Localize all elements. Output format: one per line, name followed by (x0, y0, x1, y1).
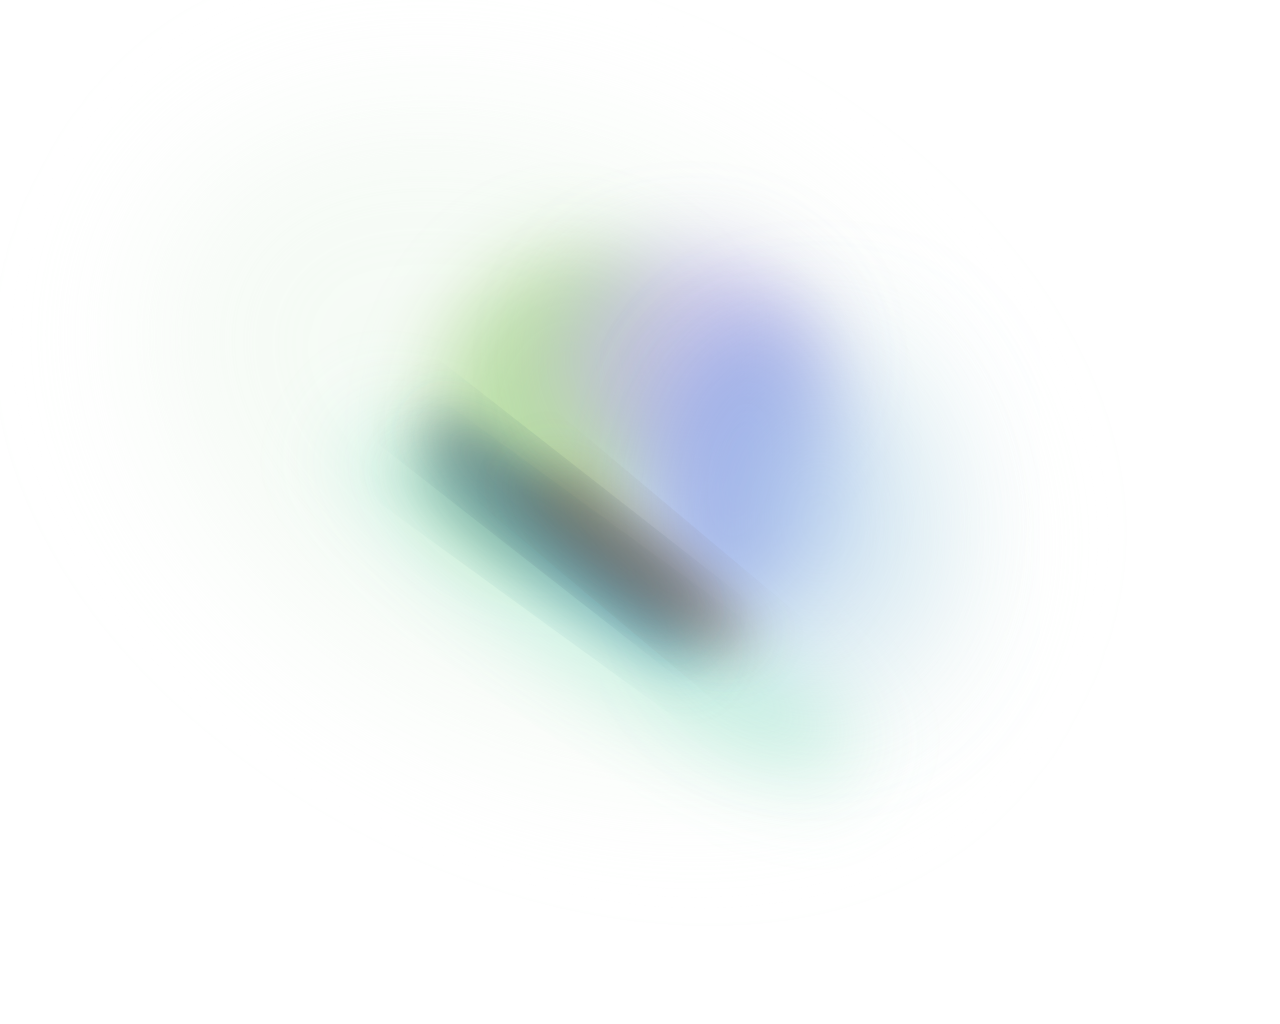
teal-rim (413, 451, 707, 669)
brown-band (531, 467, 749, 653)
sky-glow (710, 360, 930, 680)
